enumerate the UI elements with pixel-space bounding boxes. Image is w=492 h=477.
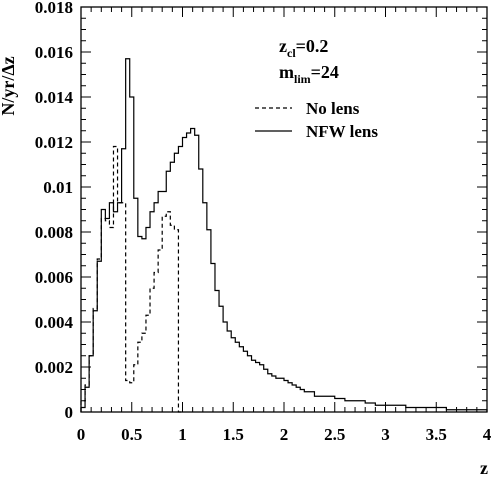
plot-frame xyxy=(80,6,488,413)
y-tick-label: 0.006 xyxy=(35,268,73,287)
zcl-annotation: zcl=0.2 xyxy=(279,36,328,60)
y-tick-label: 0.018 xyxy=(35,0,73,17)
y-tick-label: 0.002 xyxy=(35,358,73,377)
y-tick-label: 0.012 xyxy=(35,133,73,152)
zcl-main: z xyxy=(279,36,287,56)
x-tick-label: 2 xyxy=(280,425,289,444)
x-tick-label: 0 xyxy=(77,425,86,444)
y-tick-label: 0 xyxy=(65,403,74,422)
mlim-main: m xyxy=(279,62,294,82)
y-tick-label: 0.016 xyxy=(35,43,73,62)
mlim-val: =24 xyxy=(311,62,339,82)
series-group xyxy=(80,58,488,413)
zcl-sub: cl xyxy=(287,46,296,60)
series-no-lens-line xyxy=(80,145,183,413)
y-tick-label: 0.004 xyxy=(35,313,74,332)
y-tick-label: 0.014 xyxy=(35,88,74,107)
x-tick-label: 0.5 xyxy=(121,425,142,444)
x-tick-label: 3.5 xyxy=(426,425,447,444)
x-axis-title: z xyxy=(480,458,488,477)
x-tick-label: 3 xyxy=(381,425,390,444)
tick-labels: 0 0.5 1 1.5 2 2.5 3 3.5 4 0 0.002 0.004 0.006 0.008 0.… xyxy=(35,0,492,444)
mlim-sub: lim xyxy=(294,72,311,86)
y-tick-label: 0.01 xyxy=(43,178,73,197)
zcl-val: =0.2 xyxy=(296,36,329,56)
legend-label-no-lens: No lens xyxy=(306,99,360,118)
series-nfw-lens-line xyxy=(80,58,488,412)
mlim-annotation: mlim=24 xyxy=(279,62,339,86)
x-tick-label: 4 xyxy=(483,425,492,444)
y-axis-title: N/yr/Δz xyxy=(0,56,18,115)
legend: No lens NFW lens xyxy=(255,99,378,141)
y-tick-label: 0.008 xyxy=(35,223,73,242)
legend-label-nfw-lens: NFW lens xyxy=(306,122,378,141)
x-tick-label: 1 xyxy=(178,425,187,444)
x-tick-label: 2.5 xyxy=(324,425,345,444)
x-tick-label: 1.5 xyxy=(223,425,244,444)
